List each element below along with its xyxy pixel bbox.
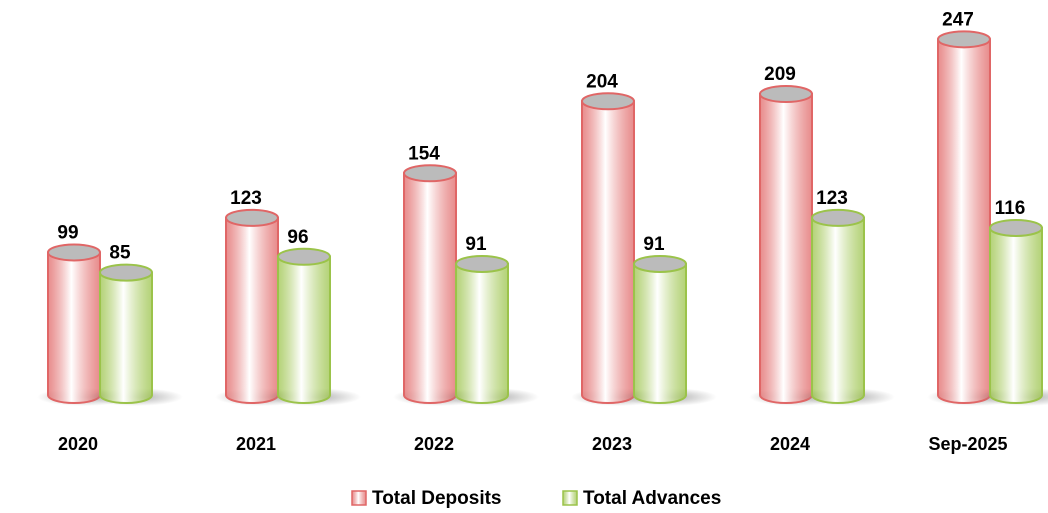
- legend-swatch: [562, 490, 578, 506]
- data-label: 123: [816, 188, 848, 209]
- bar: [989, 226, 1043, 404]
- bar-top: [989, 218, 1043, 237]
- legend-swatch: [351, 490, 367, 506]
- x-tick-label: 2023: [592, 434, 632, 454]
- data-label: 91: [643, 234, 665, 255]
- bar-top: [581, 92, 635, 111]
- data-label: 96: [287, 227, 308, 248]
- bar: [759, 93, 813, 404]
- bar-top: [47, 243, 101, 262]
- bar-top: [225, 208, 279, 227]
- bar: [277, 255, 331, 404]
- x-tick-label: 2021: [236, 434, 276, 454]
- x-tick-label: 2020: [58, 434, 98, 454]
- bar: [633, 262, 687, 404]
- legend-label: Total Advances: [583, 488, 721, 509]
- x-tick-label: 2022: [414, 434, 454, 454]
- bar-top: [937, 30, 991, 49]
- data-label: 123: [230, 188, 262, 209]
- bar-top: [455, 254, 509, 273]
- bar-top: [403, 164, 457, 183]
- data-label: 116: [995, 198, 1026, 219]
- data-label: 99: [57, 222, 78, 243]
- bar: [455, 262, 509, 404]
- bar: [403, 172, 457, 404]
- bar-top: [759, 85, 813, 104]
- legend-label: Total Deposits: [372, 488, 502, 509]
- bar-top: [811, 208, 865, 227]
- bar: [811, 216, 865, 404]
- x-tick-label: 2024: [770, 434, 810, 454]
- bar-top: [99, 263, 153, 282]
- bar: [99, 271, 153, 404]
- bar-top: [277, 247, 331, 266]
- data-label: 209: [764, 64, 796, 85]
- data-label: 85: [109, 243, 131, 264]
- bar: [225, 216, 279, 404]
- data-label: 91: [465, 234, 487, 255]
- x-tick-label: Sep-2025: [928, 434, 1007, 454]
- data-label: 247: [942, 9, 974, 30]
- bar: [937, 38, 991, 404]
- data-label: 204: [586, 71, 618, 92]
- bar: [47, 251, 101, 404]
- data-label: 154: [408, 143, 440, 164]
- bar: [581, 100, 635, 404]
- bar-top: [633, 254, 687, 273]
